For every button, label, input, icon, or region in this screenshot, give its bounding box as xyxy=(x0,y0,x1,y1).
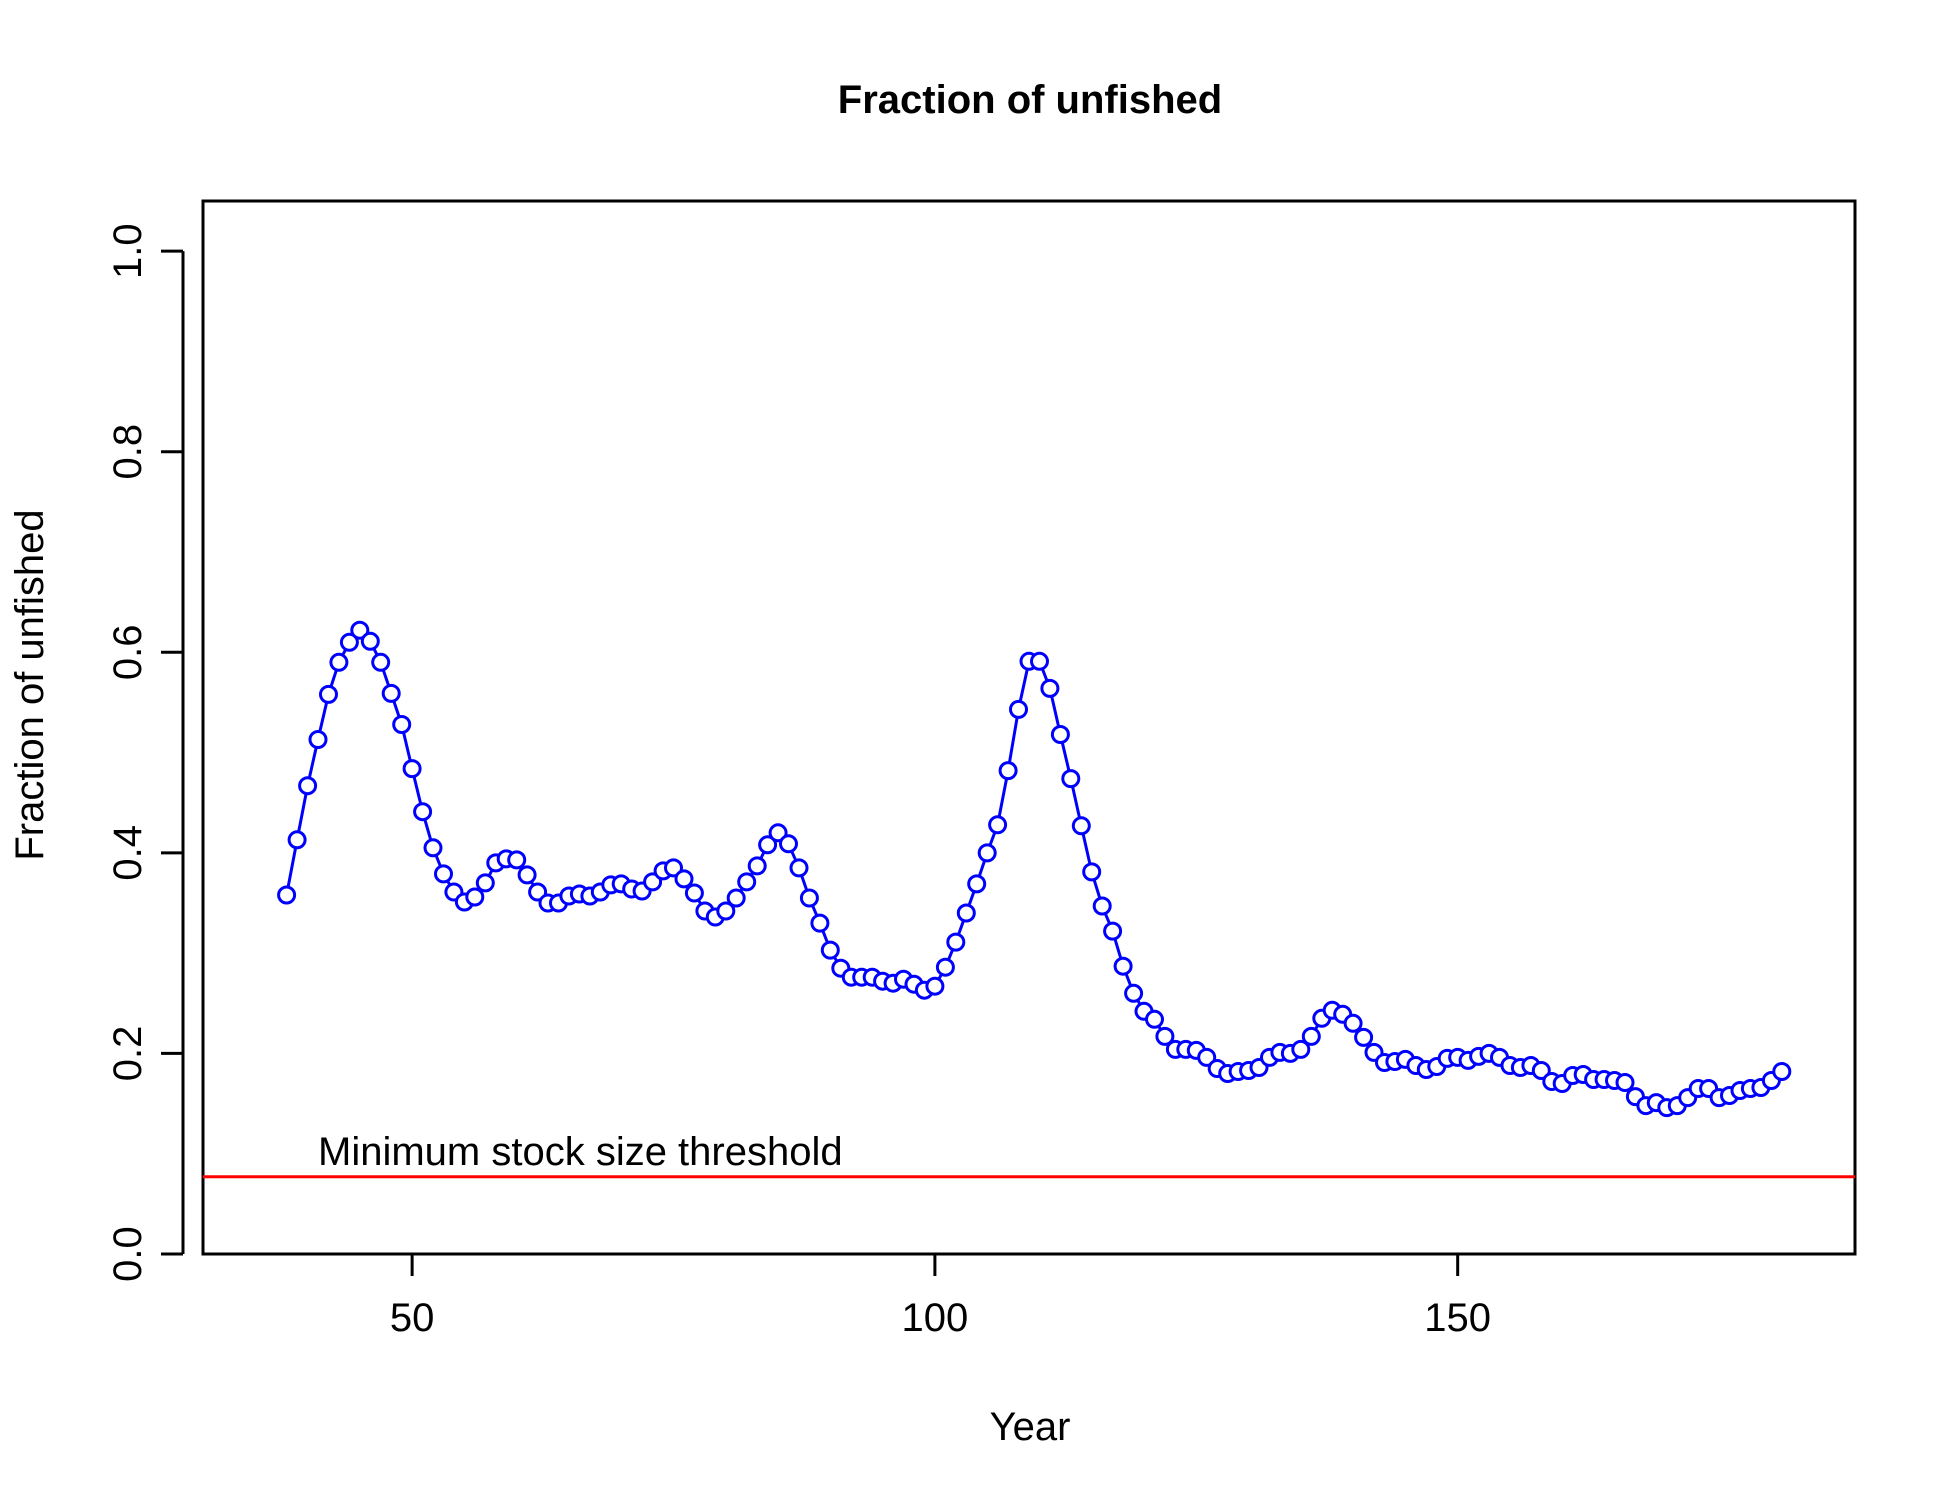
data-point xyxy=(726,888,746,908)
data-point xyxy=(1354,1027,1374,1047)
data-point xyxy=(1615,1073,1635,1092)
data-point xyxy=(1113,956,1133,976)
data-point xyxy=(465,887,485,907)
axes: 50 100 150 0.0 0.2 0.4 0.6 0.8 1.0 xyxy=(106,223,1491,1340)
x-tick-label: 100 xyxy=(902,1296,969,1340)
data-point xyxy=(308,730,328,749)
data-point xyxy=(507,850,527,870)
y-tick-label: 1.0 xyxy=(106,223,150,279)
data-point xyxy=(956,903,976,923)
data-point xyxy=(716,901,736,921)
data-point xyxy=(810,913,830,933)
data-point xyxy=(1291,1039,1311,1059)
data-point xyxy=(925,976,945,996)
x-tick-label: 50 xyxy=(390,1296,435,1340)
data-point xyxy=(747,856,767,876)
data-point xyxy=(517,865,537,885)
data-point xyxy=(1145,1009,1164,1029)
x-axis-label: Year xyxy=(990,1405,1071,1449)
plot-frame xyxy=(201,199,1857,1256)
data-point xyxy=(998,761,1018,781)
data-point xyxy=(434,864,453,884)
data-point xyxy=(277,885,297,905)
data-point xyxy=(779,834,798,854)
data-point xyxy=(1009,699,1028,719)
data-point xyxy=(1301,1026,1321,1046)
series-layer xyxy=(277,620,1792,1118)
data-point xyxy=(988,815,1008,835)
data-point xyxy=(737,872,757,892)
data-point xyxy=(423,838,443,858)
threshold-label: Minimum stock size threshold xyxy=(318,1130,843,1174)
data-point xyxy=(329,652,349,672)
data-point xyxy=(287,830,307,850)
data-point xyxy=(684,883,704,903)
data-point xyxy=(371,652,391,672)
data-point xyxy=(1343,1013,1363,1033)
data-point xyxy=(758,835,778,855)
data-point xyxy=(413,802,433,822)
data-point xyxy=(350,620,370,640)
data-point xyxy=(298,776,318,796)
data-point xyxy=(360,631,380,651)
data-point xyxy=(935,957,955,977)
data-point xyxy=(475,873,495,893)
y-tick-label: 0.2 xyxy=(106,1026,150,1082)
y-tick-label: 0.6 xyxy=(106,624,150,680)
data-point xyxy=(946,932,966,952)
data-point xyxy=(1061,769,1081,789)
data-point xyxy=(1071,816,1091,836)
chart-title: Fraction of unfished xyxy=(838,78,1222,122)
data-point xyxy=(1040,678,1060,698)
data-point xyxy=(664,858,683,878)
data-point xyxy=(977,843,997,863)
data-point xyxy=(1124,983,1144,1003)
y-axis-label: Fraction of unfished xyxy=(8,509,52,860)
data-point xyxy=(1082,862,1102,882)
data-point xyxy=(1103,921,1123,941)
data-point xyxy=(674,869,694,889)
data-point xyxy=(967,874,987,894)
y-tick-label: 0.0 xyxy=(106,1226,150,1282)
data-point xyxy=(402,759,422,779)
data-point xyxy=(1030,651,1049,671)
data-point xyxy=(392,715,412,734)
y-tick-label: 0.4 xyxy=(106,825,150,881)
data-point xyxy=(1155,1026,1175,1046)
data-point xyxy=(381,683,401,703)
y-tick-label: 0.8 xyxy=(106,424,150,480)
data-point xyxy=(820,940,840,960)
data-point xyxy=(1050,725,1070,744)
data-point xyxy=(1197,1047,1217,1067)
x-tick-label: 150 xyxy=(1424,1296,1491,1340)
threshold-lines: Minimum stock size threshold xyxy=(203,1130,1855,1179)
data-point xyxy=(789,858,809,878)
data-point xyxy=(799,888,819,908)
data-point xyxy=(643,872,663,892)
data-point xyxy=(1531,1061,1551,1080)
series-line xyxy=(285,627,1783,1110)
data-point xyxy=(319,684,338,704)
data-point xyxy=(1092,896,1112,916)
data-point xyxy=(1772,1062,1792,1081)
data-point xyxy=(339,632,359,652)
